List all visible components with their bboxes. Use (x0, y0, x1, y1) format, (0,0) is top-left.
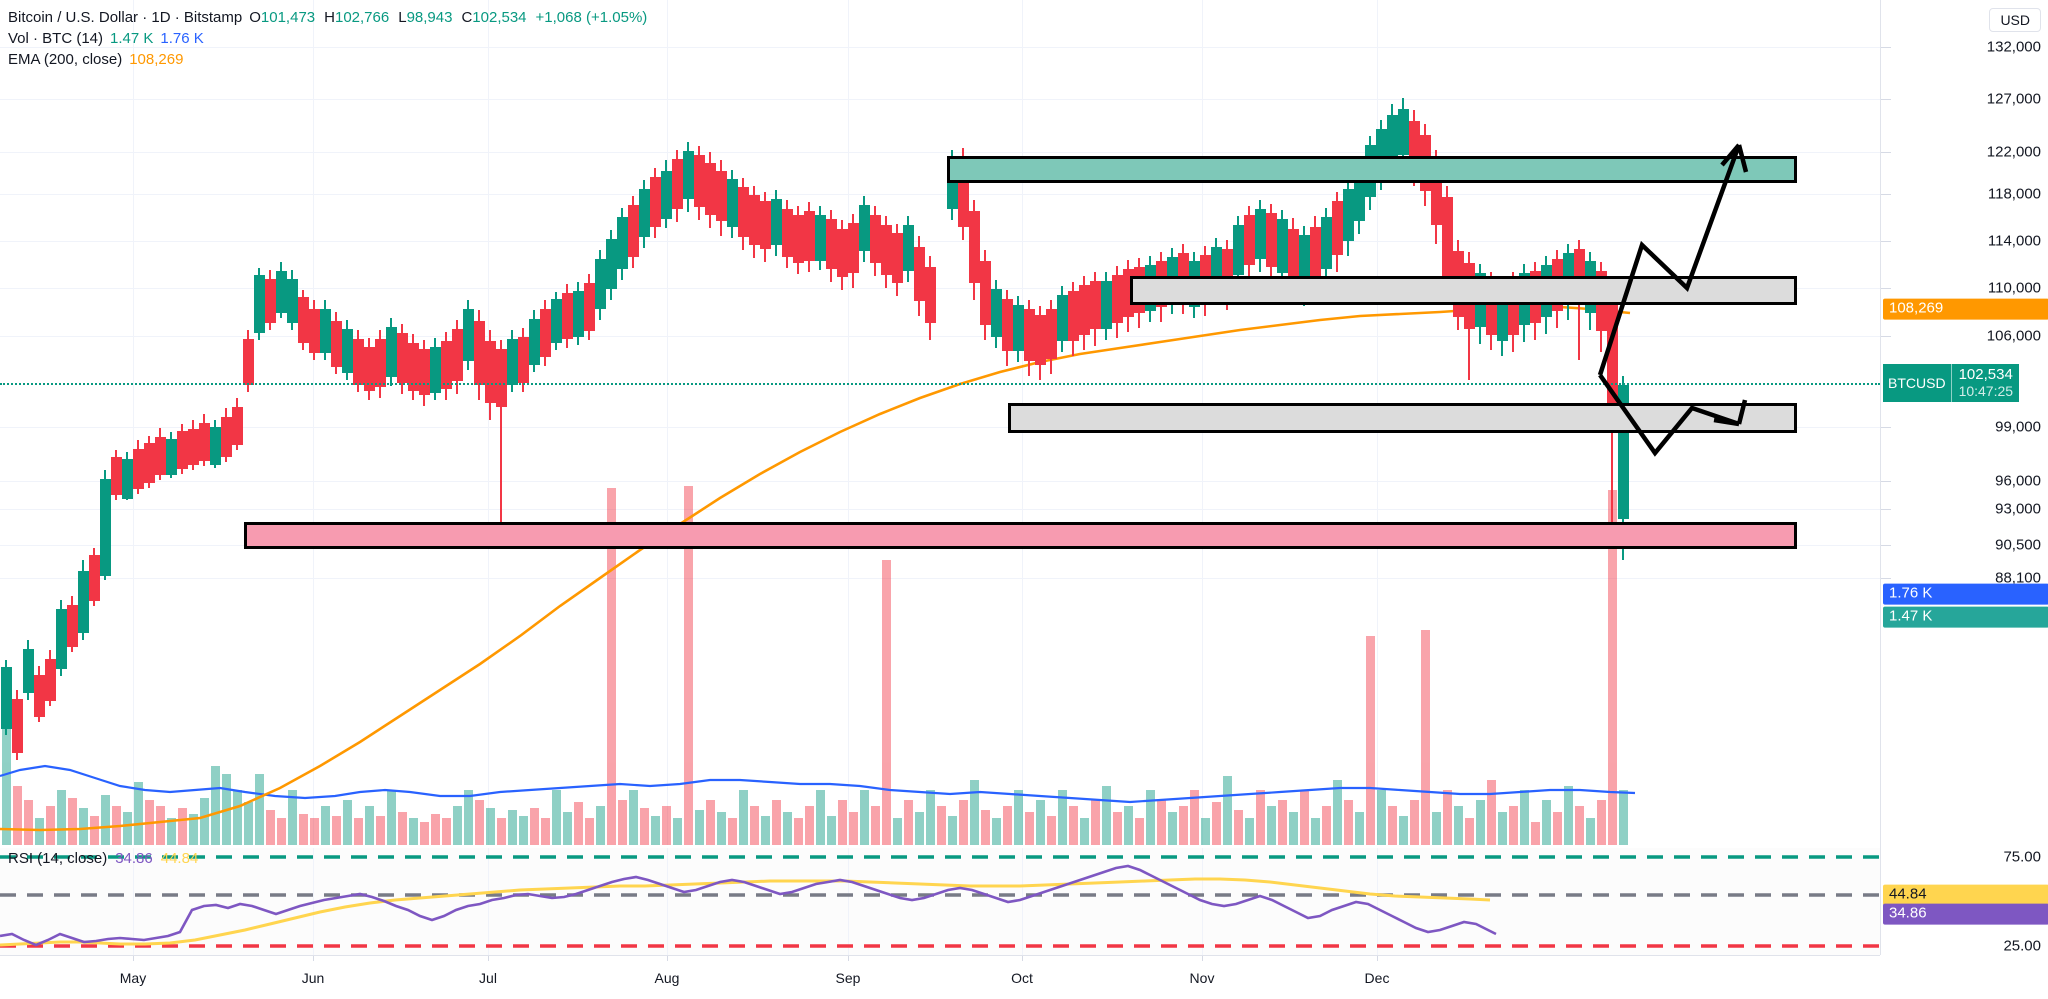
gridline-v (133, 0, 134, 845)
gridline-v (667, 0, 668, 845)
gridline-v (848, 0, 849, 845)
price-tag-symbol: BTCUSD (1883, 364, 1951, 402)
gridline-v (313, 0, 314, 845)
gridline-v (848, 848, 849, 955)
gridline-h (0, 152, 1880, 153)
price-tick-label: 110,000 (1987, 279, 2041, 297)
time-tick-label: Oct (1011, 970, 1033, 986)
support-zone-pink[interactable] (244, 522, 1797, 549)
ohlc-low: L98,943 (398, 9, 453, 26)
price-axis[interactable]: USD 132,000 127,000 122,000 118,000 114,… (1880, 0, 2048, 955)
price-tick-label: 90,500 (1995, 536, 2041, 554)
supply-zone-gray-lower[interactable] (1008, 403, 1797, 433)
time-tick-label: Jun (301, 970, 325, 986)
supply-zone-gray-upper[interactable] (1130, 276, 1797, 305)
gridline-h (0, 99, 1880, 100)
gridline-h (0, 194, 1880, 195)
rsi-value-badge[interactable]: 34.86 (1883, 903, 2048, 925)
gridline-v (133, 848, 134, 955)
rsi-value: 34.86 (115, 850, 153, 867)
ohlc-values: O101,473 H102,766 L98,943 C102,534 +1,06… (249, 8, 647, 28)
gridline-v (1022, 848, 1023, 955)
volume-ma-badge[interactable]: 1.76 K (1883, 583, 2048, 605)
price-tick-label: 132,000 (1986, 38, 2041, 56)
price-tag-countdown: 10:47:25 (1958, 383, 2014, 399)
time-tick-label: May (119, 970, 147, 986)
volume-value: 1.47 K (110, 30, 154, 47)
rsi-legend[interactable]: RSI (14, close) 34.86 44.84 (8, 850, 198, 867)
ema-label: EMA (200, close) (8, 51, 123, 68)
rsi-ma-badge[interactable]: 44.84 (1883, 884, 2048, 906)
symbol-title: Bitcoin / U.S. Dollar · 1D · Bitstamp (8, 9, 243, 26)
candlestick-series (0, 98, 1636, 845)
ohlc-change: +1,068 (+1.05%) (535, 9, 648, 26)
gridline-v (1377, 848, 1378, 955)
candle-group (1, 98, 1629, 760)
rsi-band-label-lower: 25.00 (2003, 937, 2041, 955)
price-tick-label: 106,000 (1986, 327, 2041, 345)
price-tag-value: 102,534 10:47:25 (1950, 364, 2020, 402)
gridline-h (0, 427, 1880, 428)
ema-200-line (0, 304, 1631, 832)
gridline-h (0, 288, 1880, 289)
legend-row-ema[interactable]: EMA (200, close) 108,269 (8, 50, 647, 70)
price-tick-label: 118,000 (1987, 185, 2041, 203)
rsi-label: RSI (14, close) (8, 850, 108, 867)
volume-badge[interactable]: 1.47 K (1883, 606, 2048, 628)
price-tick-label: 99,000 (1995, 418, 2041, 436)
gridline-h (0, 241, 1880, 242)
ohlc-open: O101,473 (249, 9, 316, 26)
legend-row-volume[interactable]: Vol · BTC (14) 1.47 K 1.76 K (8, 29, 647, 49)
time-tick-label: Jul (479, 970, 497, 986)
ema-value: 108,269 (129, 51, 184, 68)
ema-price-badge[interactable]: 108,269 (1883, 298, 2048, 320)
gridline-v (488, 0, 489, 845)
price-tick-label: 114,000 (1987, 232, 2041, 250)
gridline-h (0, 336, 1880, 337)
rsi-ma-line (0, 877, 1491, 947)
chart-legend: Bitcoin / U.S. Dollar · 1D · Bitstamp O1… (8, 8, 647, 71)
price-tick-label: 88,100 (1995, 569, 2041, 587)
currency-chip[interactable]: USD (1989, 8, 2041, 32)
rsi-ma-value: 44.84 (160, 850, 199, 867)
volume-label: Vol · BTC (14) (8, 30, 104, 47)
last-price-line (0, 383, 1880, 385)
price-tick-label: 127,000 (1986, 90, 2041, 108)
gridline-h (0, 578, 1880, 579)
resistance-zone-teal[interactable] (947, 156, 1797, 183)
price-tick-label: 96,000 (1995, 472, 2041, 490)
price-tick-label: 93,000 (1995, 500, 2041, 518)
rsi-line (0, 864, 1497, 947)
time-tick-label: Dec (1364, 970, 1390, 986)
time-tick-label: Nov (1189, 970, 1215, 986)
volume-ma-line (0, 764, 1636, 804)
gridline-h (0, 509, 1880, 510)
gridline-v (667, 848, 668, 955)
time-tick-label: Aug (654, 970, 680, 986)
legend-row-symbol[interactable]: Bitcoin / U.S. Dollar · 1D · Bitstamp O1… (8, 8, 647, 28)
time-axis[interactable]: May Jun Jul Aug Sep Oct Nov Dec (0, 955, 1880, 999)
ohlc-close: C102,534 (461, 9, 527, 26)
rsi-pane[interactable]: RSI (14, close) 34.86 44.84 (0, 848, 1880, 955)
gridline-h (0, 481, 1880, 482)
price-tick-label: 122,000 (1986, 143, 2041, 161)
price-chart-pane[interactable]: Bitcoin / U.S. Dollar · 1D · Bitstamp O1… (0, 0, 1880, 845)
rsi-series (0, 855, 1880, 948)
volume-ma-value: 1.76 K (160, 30, 204, 47)
rsi-band-label-upper: 75.00 (2003, 848, 2041, 866)
time-tick-label: Sep (835, 970, 861, 986)
ohlc-high: H102,766 (324, 9, 390, 26)
current-price-tag[interactable]: BTCUSD 102,534 10:47:25 (1883, 364, 2048, 402)
gridline-h (0, 47, 1880, 48)
